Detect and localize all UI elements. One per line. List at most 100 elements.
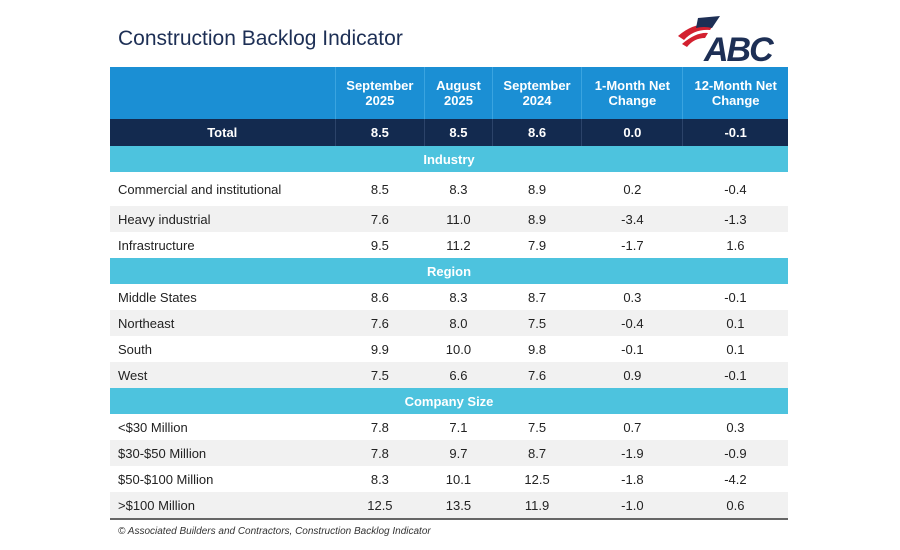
section-title: Region [110, 258, 788, 284]
table-cell: 0.3 [623, 289, 642, 305]
table-cell: 0.1 [682, 310, 788, 336]
table-cell: 0.7 [623, 419, 642, 435]
table-cell: 9.5 [370, 237, 389, 253]
column-header: September 2025 [334, 67, 425, 119]
svg-text:ABC: ABC [703, 31, 774, 66]
table-row: Northeast 7.6 8.0 7.5 -0.4 0.1 [110, 310, 788, 336]
row-label: West [110, 362, 335, 388]
table-cell: 8.5 [424, 119, 493, 146]
table-cell: 8.5 [334, 119, 425, 146]
table-cell: -0.1 [682, 119, 788, 146]
row-label: Infrastructure [118, 237, 195, 253]
table-cell: 11.2 [446, 237, 471, 253]
section-title: Company Size [110, 388, 788, 414]
column-header: 12-Month Net Change [682, 67, 788, 119]
table-cell: 0.0 [581, 119, 683, 146]
table-cell: 8.7 [492, 440, 582, 466]
table-row: West 7.5 6.6 7.6 0.9 -0.1 [110, 362, 788, 388]
column-header: 1-Month Net Change [581, 67, 683, 119]
table-cell: -0.9 [682, 440, 788, 466]
table-row: <$30 Million 7.8 7.1 7.5 0.7 0.3 [110, 414, 788, 440]
table-cell: -3.4 [581, 206, 683, 232]
table-cell: 9.8 [527, 341, 547, 357]
table-cell: 8.9 [492, 206, 582, 232]
table-cell: -1.7 [621, 237, 644, 253]
row-label: <$30 Million [118, 419, 188, 435]
table-cell: 8.3 [449, 181, 468, 197]
table-cell: -0.1 [724, 289, 747, 305]
table-cell: 8.9 [527, 181, 547, 197]
table-cell: 8.7 [527, 289, 547, 305]
table-cell: -4.2 [724, 471, 747, 487]
row-label: Middle States [118, 289, 197, 305]
table-cell: 10.1 [445, 471, 472, 487]
table-cell: 9.7 [424, 440, 493, 466]
table-cell: 0.2 [623, 181, 642, 197]
table-cell: -1.9 [581, 440, 683, 466]
table-cell: 0.9 [581, 362, 683, 388]
table-cell: 0.3 [726, 419, 745, 435]
table-row: $30-$50 Million 7.8 9.7 8.7 -1.9 -0.9 [110, 440, 788, 466]
table-row: Middle States 8.6 8.3 8.7 0.3 -0.1 [110, 284, 788, 310]
table-cell: 8.6 [370, 289, 389, 305]
table-cell: 9.9 [370, 341, 389, 357]
table-cell: 8.3 [370, 471, 389, 487]
table-row: Heavy industrial 7.6 11.0 8.9 -3.4 -1.3 [110, 206, 788, 232]
row-label: >$100 Million [110, 492, 335, 520]
table-cell: 11.9 [492, 492, 582, 520]
abc-logo: ABC [678, 16, 774, 66]
table-cell: -1.3 [682, 206, 788, 232]
table-row: South 9.9 10.0 9.8 -0.1 0.1 [110, 336, 788, 362]
table-cell: 7.5 [335, 362, 425, 388]
table-cell: 7.5 [492, 310, 582, 336]
row-label: Commercial and institutional [118, 181, 282, 197]
table-cell: 7.8 [370, 419, 389, 435]
table-cell: 8.6 [491, 119, 582, 146]
row-label: Total [110, 119, 335, 146]
table-cell: 7.6 [335, 310, 425, 336]
table-cell: 13.5 [424, 492, 493, 520]
table-cell: -1.8 [621, 471, 644, 487]
table-cell: 0.1 [726, 341, 745, 357]
table-cell: -0.4 [724, 181, 747, 197]
backlog-table: September 2025 August 2025 September 2024 1… [110, 67, 788, 520]
table-cell: 7.6 [335, 206, 425, 232]
column-header: August 2025 [424, 67, 493, 119]
table-cell: 7.1 [449, 419, 468, 435]
table-cell: 8.5 [370, 181, 389, 197]
row-label: Northeast [110, 310, 335, 336]
table-cell: -0.4 [581, 310, 683, 336]
total-row: Total 8.5 8.5 8.6 0.0 -0.1 [110, 119, 788, 146]
table-row: Infrastructure 9.5 11.2 7.9 -1.7 1.6 [110, 232, 788, 258]
table-cell: 7.5 [527, 419, 547, 435]
row-label: South [118, 341, 152, 357]
section-title: Industry [110, 146, 788, 172]
page-title: Construction Backlog Indicator [118, 27, 403, 50]
table-cell: 6.6 [424, 362, 493, 388]
table-cell: 7.6 [492, 362, 582, 388]
row-label: $50-$100 Million [118, 471, 214, 487]
row-label: $30-$50 Million [110, 440, 335, 466]
column-header [110, 67, 335, 119]
table-cell: 10.0 [445, 341, 472, 357]
table-cell: 12.5 [335, 492, 425, 520]
table-cell: 8.0 [424, 310, 493, 336]
table-cell: 12.5 [524, 471, 550, 487]
table-cell: -0.1 [682, 362, 788, 388]
table-cell: 8.3 [449, 289, 468, 305]
table-cell: 1.6 [726, 237, 745, 253]
table-cell: 0.6 [682, 492, 788, 520]
section-header: Region [110, 258, 788, 284]
row-label: Heavy industrial [110, 206, 335, 232]
table-row: Commercial and institutional 8.5 8.3 8.9 0.2… [110, 172, 788, 206]
table-cell: 7.9 [527, 237, 547, 253]
table-cell: 7.8 [335, 440, 425, 466]
table-cell: 11.0 [424, 206, 493, 232]
section-header: Company Size [110, 388, 788, 414]
table-cell: -0.1 [621, 341, 644, 357]
source-footer: © Associated Builders and Contractors, C… [118, 526, 431, 537]
section-header: Industry [110, 146, 788, 172]
column-header: September 2024 [491, 67, 582, 119]
table-row: >$100 Million 12.5 13.5 11.9 -1.0 0.6 [110, 492, 788, 520]
table-row: $50-$100 Million 8.3 10.1 12.5 -1.8 -4.2 [110, 466, 788, 492]
